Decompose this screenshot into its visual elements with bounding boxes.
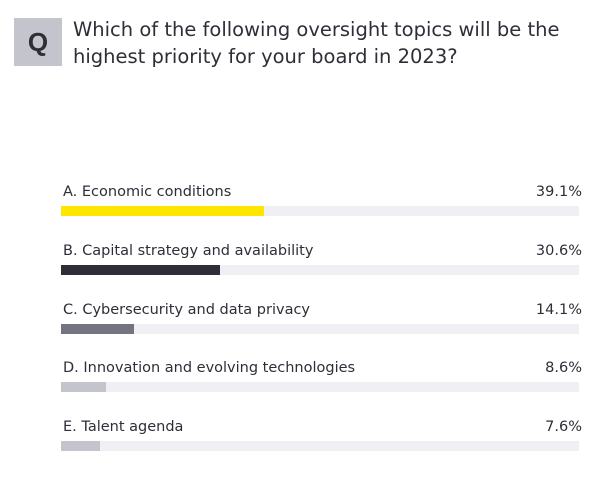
category-label: C. Cybersecurity and data privacy [63, 302, 311, 318]
bar-track [61, 382, 579, 392]
bar [61, 441, 101, 451]
bar [61, 265, 220, 275]
bar-track [61, 324, 579, 334]
bar [61, 206, 264, 216]
category-label: D. Innovation and evolving technologies [63, 360, 356, 376]
bar-track [61, 206, 579, 216]
value-label: 14.1% [535, 302, 582, 318]
question-badge: Q [14, 18, 62, 66]
question-title: Which of the following oversight topics … [73, 18, 560, 68]
bar [61, 382, 106, 392]
category-label: A. Economic conditions [63, 184, 232, 200]
bar-row: B. Capital strategy and availability 30.… [61, 243, 582, 283]
bar-track [61, 265, 579, 275]
bar-row: E. Talent agenda 7.6% [61, 419, 582, 459]
value-label: 30.6% [535, 243, 582, 259]
bar-row: C. Cybersecurity and data privacy 14.1% [61, 302, 582, 342]
category-label: E. Talent agenda [63, 419, 184, 435]
category-label: B. Capital strategy and availability [63, 243, 314, 259]
value-label: 39.1% [535, 184, 582, 200]
value-label: 7.6% [545, 419, 582, 435]
value-label: 8.6% [545, 360, 582, 376]
bar-row: D. Innovation and evolving technologies … [61, 360, 582, 400]
bar-track [61, 441, 579, 451]
bar [61, 324, 135, 334]
bar-row: A. Economic conditions 39.1% [61, 184, 582, 224]
